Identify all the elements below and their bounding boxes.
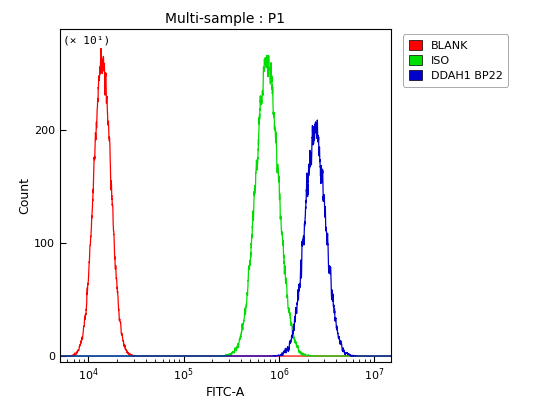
Line: DDAH1 BP22: DDAH1 BP22 xyxy=(60,120,391,356)
BLANK xyxy=(184,353,190,358)
DDAH1 BP22 xyxy=(381,353,388,358)
Legend: BLANK, ISO, DDAH1 BP22: BLANK, ISO, DDAH1 BP22 xyxy=(403,35,508,87)
ISO xyxy=(198,353,205,358)
DDAH1 BP22 xyxy=(314,118,320,122)
ISO xyxy=(184,353,190,358)
DDAH1 BP22 xyxy=(388,353,394,358)
Line: ISO: ISO xyxy=(60,55,391,356)
ISO xyxy=(114,353,121,358)
ISO xyxy=(56,353,63,358)
BLANK xyxy=(56,353,63,358)
DDAH1 BP22 xyxy=(114,353,121,358)
DDAH1 BP22 xyxy=(346,352,352,357)
BLANK xyxy=(98,46,104,51)
ISO xyxy=(56,353,63,358)
BLANK xyxy=(114,288,121,293)
ISO xyxy=(388,353,394,358)
X-axis label: FITC-A: FITC-A xyxy=(206,386,245,399)
DDAH1 BP22 xyxy=(198,353,204,358)
ISO xyxy=(94,353,101,358)
DDAH1 BP22 xyxy=(94,353,101,358)
BLANK xyxy=(381,353,388,358)
Y-axis label: Count: Count xyxy=(18,177,31,214)
BLANK xyxy=(94,101,101,106)
BLANK xyxy=(346,353,352,358)
Text: (× 10¹): (× 10¹) xyxy=(63,35,110,46)
Line: BLANK: BLANK xyxy=(60,48,391,356)
DDAH1 BP22 xyxy=(184,353,190,358)
ISO xyxy=(346,353,352,358)
DDAH1 BP22 xyxy=(56,353,63,358)
ISO xyxy=(381,353,388,358)
ISO xyxy=(264,53,270,58)
Title: Multi-sample : P1: Multi-sample : P1 xyxy=(166,12,285,26)
BLANK xyxy=(388,353,394,358)
BLANK xyxy=(198,353,205,358)
